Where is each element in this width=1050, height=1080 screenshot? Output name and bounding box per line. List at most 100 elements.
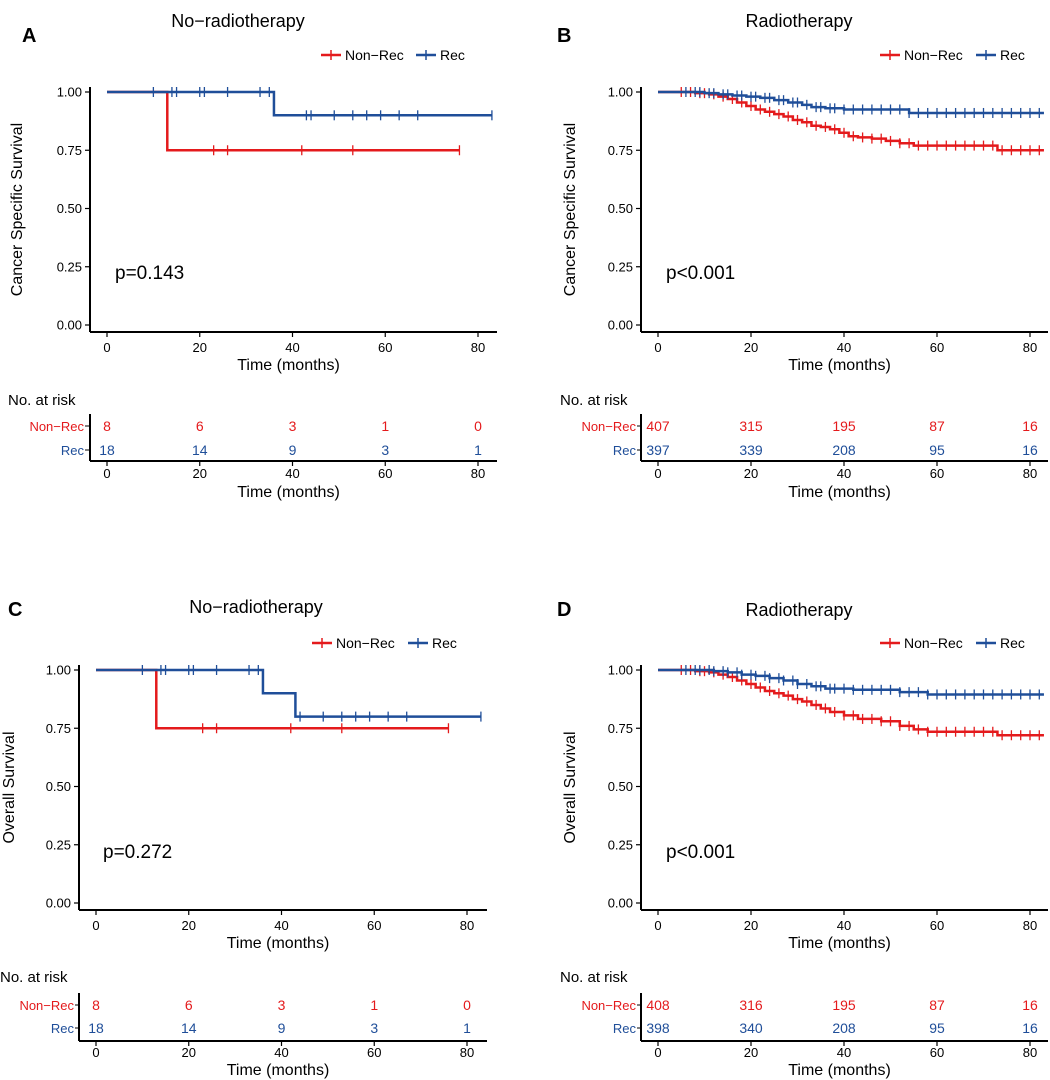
- panel-title: Radiotherapy: [745, 600, 852, 620]
- x-tick-label: 80: [1023, 918, 1037, 933]
- risk-value: 195: [832, 997, 856, 1013]
- panel-letter: B: [557, 25, 571, 47]
- risk-value: 3: [370, 1020, 378, 1036]
- risk-value: 397: [646, 442, 670, 458]
- risk-x-tick-label: 20: [744, 1045, 758, 1060]
- risk-x-tick-label: 20: [744, 466, 758, 481]
- risk-value: 16: [1022, 442, 1038, 458]
- risk-value: 16: [1022, 997, 1038, 1013]
- series-non-rec: [658, 87, 1044, 156]
- y-tick-label: 0.00: [57, 318, 82, 333]
- risk-group-label: Rec: [51, 1021, 75, 1036]
- risk-x-tick-label: 80: [1023, 1045, 1037, 1060]
- risk-value: 1: [370, 997, 378, 1013]
- panel-d: D Radiotherapy Non−Rec Rec 0 20 40 60 80 0.00 0.25…: [557, 599, 1048, 1079]
- survival-curve: [96, 668, 481, 718]
- risk-value: 1: [474, 442, 482, 458]
- risk-table-title: No. at risk: [0, 969, 68, 986]
- survival-curve: [658, 90, 1044, 152]
- survival-curve: [107, 90, 492, 117]
- survival-curve: [107, 90, 460, 152]
- risk-x-tick-label: 20: [182, 1045, 196, 1060]
- risk-value: 1: [381, 418, 389, 434]
- legend-label: Rec: [1000, 635, 1025, 651]
- x-tick-label: 60: [378, 340, 392, 355]
- panel-b: B Radiotherapy Non−Rec Rec 0 20 40 60 80 0.00 0.25…: [557, 11, 1048, 501]
- risk-group-label: Non−Rec: [29, 419, 84, 434]
- risk-x-axis-title: Time (months): [227, 1062, 330, 1079]
- x-tick-label: 80: [471, 340, 485, 355]
- risk-x-axis-title: Time (months): [788, 484, 891, 501]
- risk-value: 95: [929, 442, 945, 458]
- risk-value: 87: [929, 418, 945, 434]
- risk-x-tick-label: 40: [274, 1045, 288, 1060]
- risk-value: 18: [88, 1020, 104, 1036]
- x-tick-label: 60: [367, 918, 381, 933]
- y-tick-label: 0.00: [46, 896, 71, 911]
- legend: Non−Rec Rec: [321, 47, 465, 63]
- risk-x-axis-title: Time (months): [237, 484, 340, 501]
- legend-label: Non−Rec: [336, 635, 395, 651]
- series-non-rec: [107, 90, 461, 156]
- x-tick-label: 0: [103, 340, 110, 355]
- survival-curve: [96, 668, 449, 730]
- legend: Non−Rec Rec: [880, 635, 1025, 651]
- y-tick-label: 0.50: [46, 779, 71, 794]
- legend: Non−Rec Rec: [312, 635, 457, 651]
- risk-value: 0: [463, 997, 471, 1013]
- risk-x-axis-title: Time (months): [788, 1062, 891, 1079]
- y-tick-label: 0.25: [57, 259, 82, 274]
- x-tick-label: 40: [285, 340, 299, 355]
- y-tick-label: 1.00: [608, 663, 633, 678]
- risk-value: 14: [192, 442, 208, 458]
- risk-value: 3: [289, 418, 297, 434]
- series-non-rec: [658, 665, 1044, 741]
- risk-value: 407: [646, 418, 670, 434]
- risk-value: 6: [196, 418, 204, 434]
- x-axis-title: Time (months): [788, 357, 891, 374]
- risk-value: 14: [181, 1020, 197, 1036]
- risk-table: No. at risk Non−Rec 407 315 195 87 16 Rec 397 339…: [560, 392, 1048, 501]
- y-tick-label: 0.75: [46, 721, 71, 736]
- axes: 0 20 40 60 80 0.00 0.25 0.50 0.75 1.00: [57, 85, 497, 355]
- panel-title: No−radiotherapy: [189, 597, 323, 617]
- risk-x-tick-label: 60: [367, 1045, 381, 1060]
- risk-group-label: Rec: [613, 1021, 637, 1036]
- risk-group-label: Non−Rec: [581, 419, 636, 434]
- y-tick-label: 0.00: [608, 318, 633, 333]
- axes: 0 20 40 60 80 0.00 0.25 0.50 0.75 1.00: [46, 663, 487, 933]
- panel-title: Radiotherapy: [745, 11, 852, 31]
- risk-value: 195: [832, 418, 856, 434]
- x-tick-label: 0: [92, 918, 99, 933]
- series-rec: [96, 665, 482, 722]
- risk-value: 87: [929, 997, 945, 1013]
- risk-value: 8: [92, 997, 100, 1013]
- x-tick-label: 20: [193, 340, 207, 355]
- risk-x-tick-label: 0: [654, 1045, 661, 1060]
- survival-curve: [658, 668, 1044, 696]
- x-axis-title: Time (months): [237, 357, 340, 374]
- x-tick-label: 80: [1023, 340, 1037, 355]
- y-tick-label: 0.25: [608, 259, 633, 274]
- risk-value: 3: [278, 997, 286, 1013]
- x-tick-label: 20: [182, 918, 196, 933]
- x-tick-label: 20: [744, 918, 758, 933]
- risk-x-tick-label: 0: [103, 466, 110, 481]
- risk-group-label: Rec: [61, 443, 85, 458]
- risk-x-tick-label: 0: [654, 466, 661, 481]
- y-tick-label: 0.25: [608, 837, 633, 852]
- risk-value: 339: [739, 442, 763, 458]
- risk-group-label: Rec: [613, 443, 637, 458]
- legend-label: Rec: [440, 47, 465, 63]
- risk-x-tick-label: 20: [193, 466, 207, 481]
- p-value: p<0.001: [666, 263, 735, 284]
- risk-group-label: Non−Rec: [19, 998, 74, 1013]
- risk-table: No. at risk Non−Rec 8 6 3 1 0 Rec 18 14 9 3 1 0 20 40 60…: [0, 969, 487, 1079]
- y-tick-label: 0.00: [608, 896, 633, 911]
- risk-table: No. at risk Non−Rec 408 316 195 87 16 Rec 398 340…: [560, 969, 1048, 1079]
- risk-x-tick-label: 60: [378, 466, 392, 481]
- y-tick-label: 1.00: [608, 85, 633, 100]
